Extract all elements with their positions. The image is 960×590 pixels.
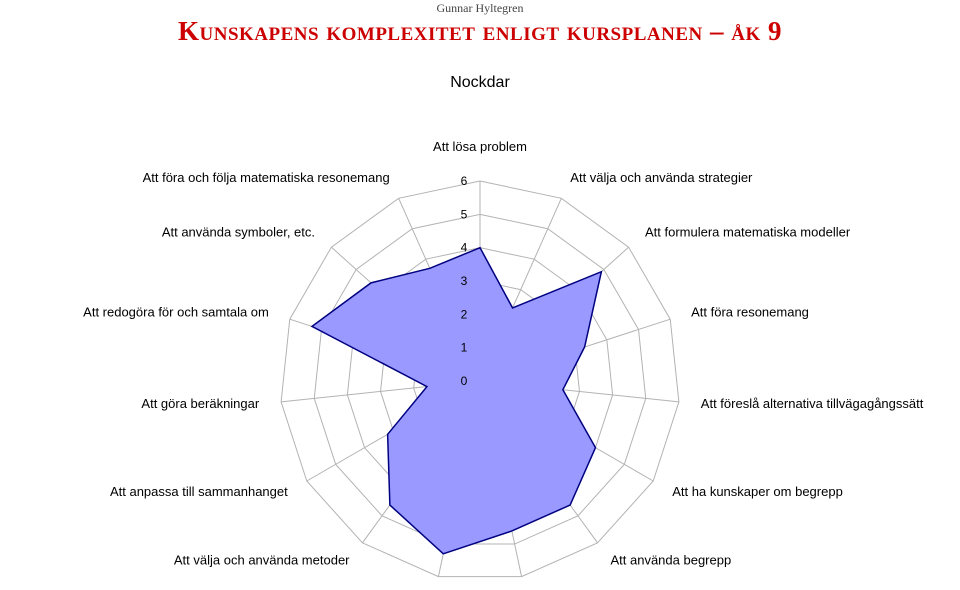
axis-label: Att lösa problem [433, 139, 527, 154]
axis-label: Att välja och använda metoder [174, 553, 350, 568]
radar-axis-labels: Att lösa problem Att välja och använda st… [83, 139, 924, 568]
chart-title: Nockdar [450, 74, 510, 91]
page-title: Kunskapens komplexitet enligt kursplanen… [178, 16, 782, 46]
axis-label: Att anpassa till sammanhanget [110, 484, 288, 499]
grid-ring [313, 213, 647, 545]
tick-label: 4 [461, 241, 468, 255]
axis-label: Att välja och använda strategier [570, 170, 753, 185]
axis-label: Att använda symboler, etc. [162, 224, 315, 239]
author-name: Gunnar Hyltegren [436, 1, 524, 15]
axis-label: Att använda begrepp [610, 553, 731, 568]
axis-label: Att ha kunskaper om begrepp [672, 484, 843, 499]
radar-area [310, 246, 603, 555]
axis-label: Att föra och följa matematiska resoneman… [143, 170, 390, 185]
tick-label: 3 [461, 274, 468, 288]
axis-label: Att föra resonemang [691, 304, 809, 319]
grid-ring [280, 180, 680, 578]
tick-label: 5 [461, 207, 468, 221]
axis-label: Att redogöra för och samtala om [83, 304, 269, 319]
axis-label: Att formulera matematiska modeller [645, 224, 851, 239]
axis-label: Att göra beräkningar [141, 396, 259, 411]
tick-label: 1 [461, 341, 468, 355]
tick-label: 2 [461, 307, 468, 321]
tick-label: 0 [461, 374, 468, 388]
axis-label: Att föreslå alternativa tillvägagångssät… [701, 396, 924, 411]
tick-label: 6 [461, 174, 468, 188]
series-area [310, 246, 603, 555]
radar-ticks: 0 1 2 3 4 5 6 [461, 174, 468, 388]
